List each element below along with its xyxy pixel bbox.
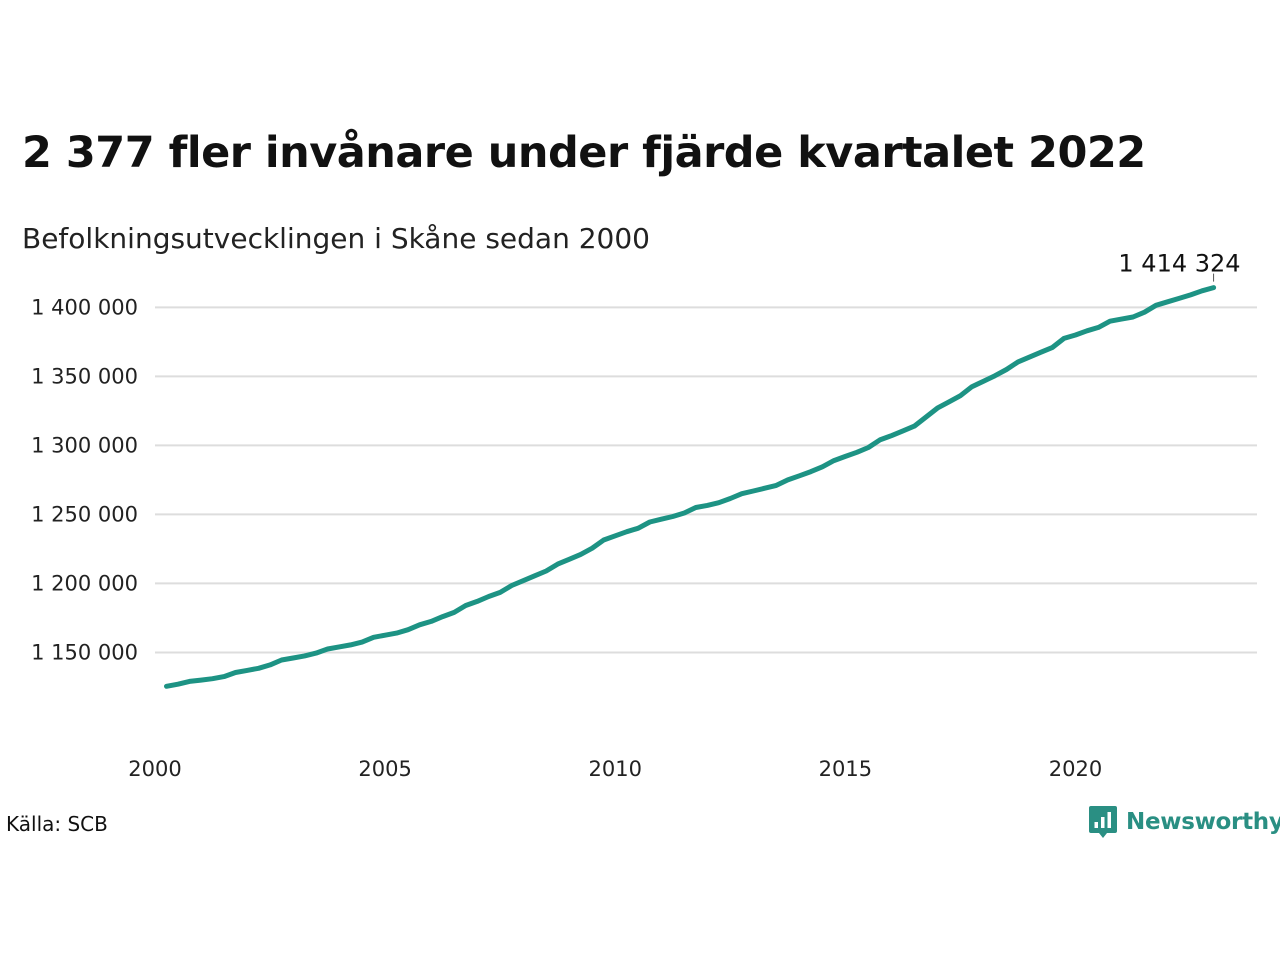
series-layer bbox=[164, 285, 1217, 689]
y-axis-tick-labels: 1 150 000 1 200 000 1 250 000 1 300 000 1 35… bbox=[31, 295, 138, 664]
chart-title: 2 377 fler invånare under fjärde kvartal… bbox=[22, 128, 1146, 178]
y-tick-label: 1 250 000 bbox=[31, 502, 138, 526]
x-tick-label: 2020 bbox=[1049, 757, 1102, 781]
y-tick-label: 1 400 000 bbox=[31, 295, 138, 319]
y-tick-label: 1 150 000 bbox=[31, 640, 138, 664]
y-tick-label: 1 350 000 bbox=[31, 364, 138, 388]
gridlines bbox=[155, 306, 1257, 654]
x-tick-label: 2010 bbox=[589, 757, 642, 781]
end-annotation: 1 414 324 bbox=[1118, 250, 1241, 282]
source-note: Källa: SCB bbox=[6, 812, 108, 836]
x-axis-tick-labels: 2000 2005 2010 2015 2020 bbox=[128, 757, 1102, 781]
y-tick-label: 1 200 000 bbox=[31, 571, 138, 595]
series-line bbox=[164, 285, 1217, 689]
newsworthy-logo-icon bbox=[1089, 806, 1117, 838]
x-tick-label: 2005 bbox=[358, 757, 411, 781]
end-value-label: 1 414 324 bbox=[1118, 250, 1240, 278]
brand-logo: Newsworthy bbox=[1088, 804, 1280, 840]
chart-subtitle: Befolkningsutvecklingen i Skåne sedan 20… bbox=[22, 222, 650, 255]
y-tick-label: 1 300 000 bbox=[31, 433, 138, 457]
x-tick-label: 2000 bbox=[128, 757, 181, 781]
brand-name: Newsworthy bbox=[1126, 809, 1280, 835]
x-tick-label: 2015 bbox=[819, 757, 872, 781]
